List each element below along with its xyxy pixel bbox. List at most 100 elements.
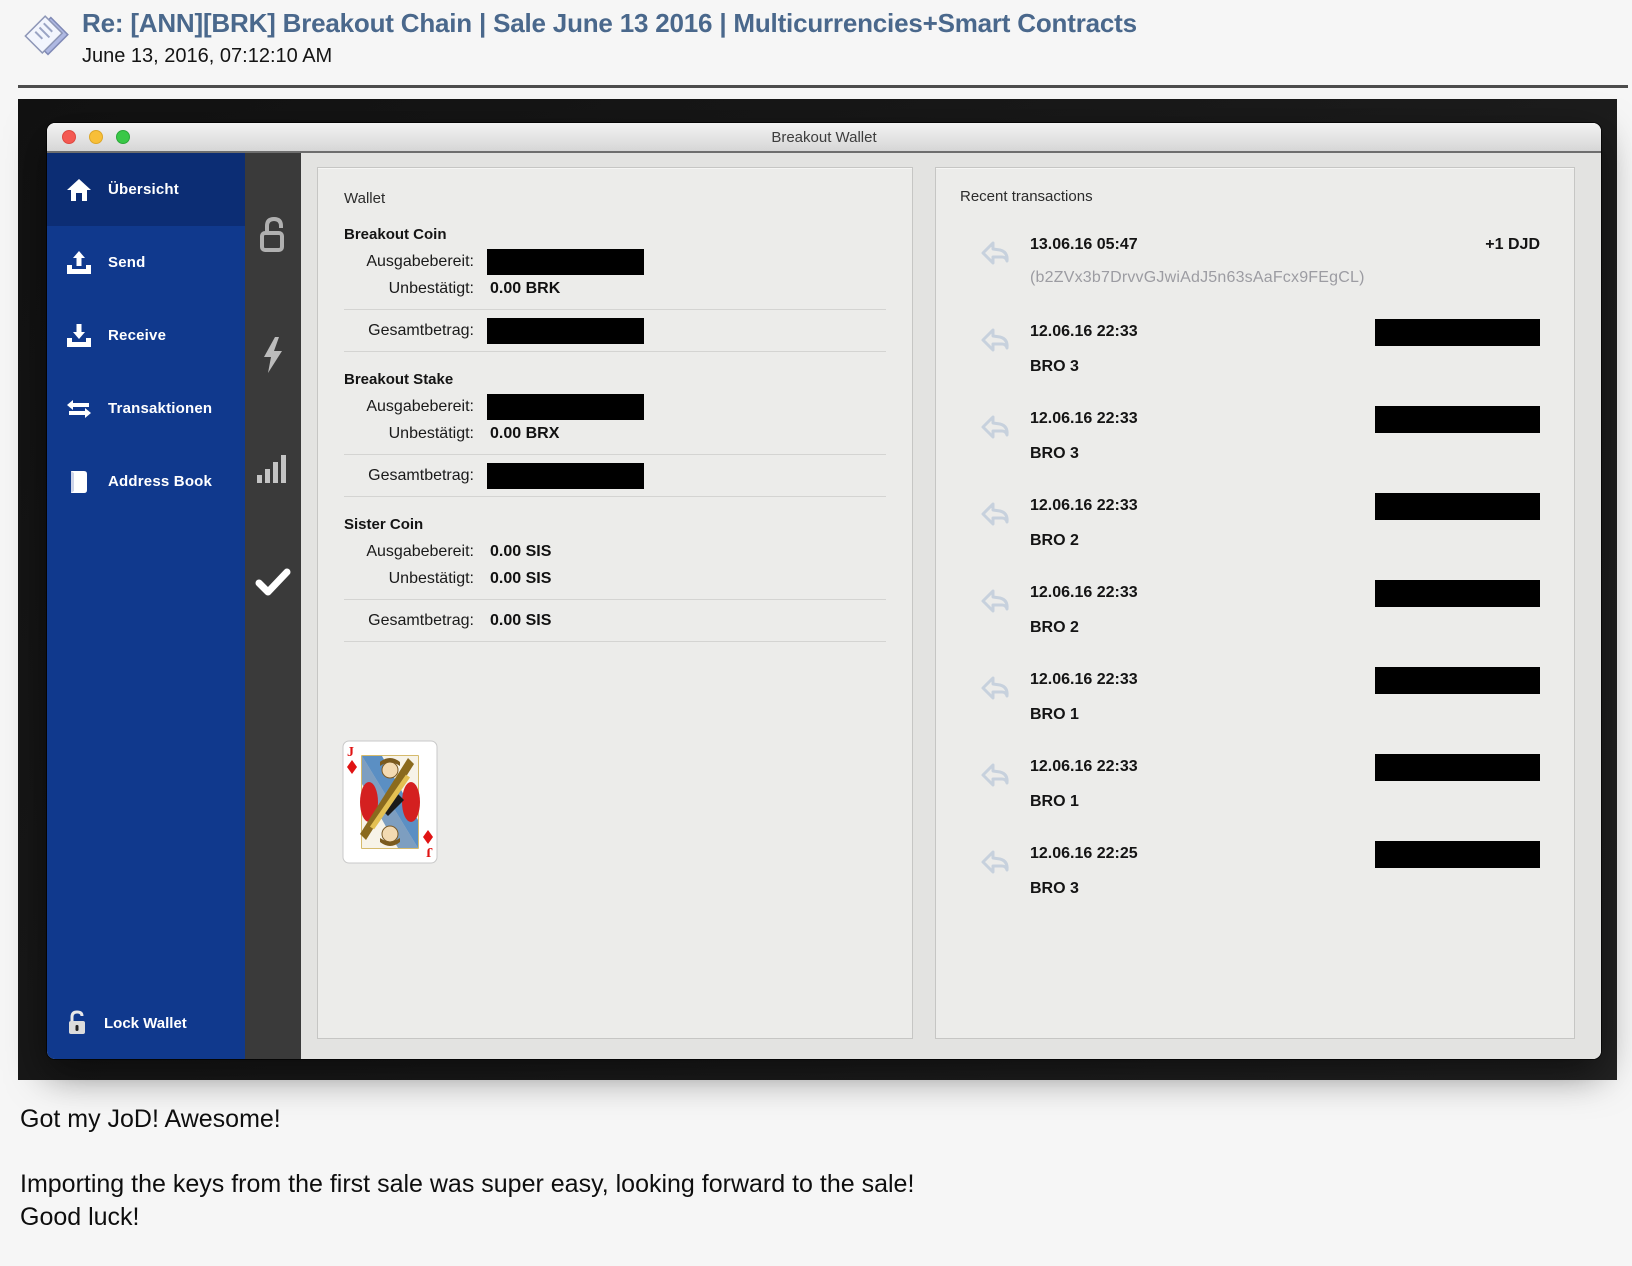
separator	[344, 351, 886, 352]
post-paper-icon	[24, 15, 69, 56]
sidebar-item-uebersicht[interactable]: Übersicht	[47, 153, 245, 226]
synced-check-icon	[255, 567, 291, 602]
balance-value: 0.00 BRX	[490, 424, 560, 442]
tx-label: BRO 3	[1030, 445, 1079, 462]
transactions-list: 13.06.16 05:47 +1 DJD (b2ZVx3b7DrvvGJwiA…	[960, 232, 1550, 928]
post-body-line: Good luck!	[20, 1203, 140, 1231]
overview-page: Wallet Breakout Coin Ausgabebereit: Unbe…	[301, 153, 1601, 1059]
post-body-line: Importing the keys from the first sale w…	[20, 1170, 915, 1198]
transaction-row[interactable]: 12.06.16 22:25 BRO 3	[960, 841, 1550, 928]
receive-arrow-icon	[960, 493, 1030, 580]
balance-label: Ausgabebereit:	[366, 542, 474, 560]
connections-bars-icon	[255, 451, 291, 490]
wallet-balances-panel: Wallet Breakout Coin Ausgabebereit: Unbe…	[317, 167, 913, 1039]
tx-date: 12.06.16 22:33	[1030, 671, 1138, 688]
tx-label: BRO 3	[1030, 880, 1079, 897]
post-date: June 13, 2016, 07:12:10 AM	[82, 45, 333, 67]
lock-icon	[64, 1009, 90, 1037]
section-breakout-stake: Breakout Stake Ausgabebereit: Unbestätig…	[344, 371, 886, 497]
transaction-row[interactable]: 12.06.16 22:33 BRO 1	[960, 667, 1550, 754]
lock-wallet-button[interactable]: Lock Wallet	[64, 1009, 187, 1037]
tx-date: 12.06.16 22:25	[1030, 845, 1138, 862]
post-header: Re: [ANN][BRK] Breakout Chain | Sale Jun…	[24, 8, 1137, 68]
minimize-button[interactable]	[89, 130, 103, 144]
receive-arrow-icon	[960, 841, 1030, 928]
receive-arrow-icon	[960, 667, 1030, 754]
tx-date: 12.06.16 22:33	[1030, 410, 1138, 427]
unlock-icon	[256, 215, 290, 260]
redacted-amount	[1375, 493, 1540, 520]
sidebar-item-transaktionen[interactable]: Transaktionen	[47, 372, 245, 445]
post-body-line: Got my JoD! Awesome!	[20, 1105, 281, 1133]
home-icon	[64, 175, 94, 205]
address-book-icon	[64, 467, 94, 497]
send-icon	[64, 248, 94, 278]
sidebar-item-address-book[interactable]: Address Book	[47, 445, 245, 518]
separator	[344, 599, 886, 600]
divider	[18, 85, 1628, 88]
tx-date: 12.06.16 22:33	[1030, 584, 1138, 601]
tx-date: 12.06.16 22:33	[1030, 323, 1138, 340]
tx-date: 13.06.16 05:47	[1030, 236, 1138, 253]
separator	[344, 309, 886, 310]
zoom-button[interactable]	[116, 130, 130, 144]
traffic-lights	[62, 123, 130, 151]
balance-label: Gesamtbetrag:	[368, 466, 474, 484]
redacted-balance	[487, 462, 644, 489]
balance-label: Unbestätigt:	[388, 424, 474, 442]
section-sister-coin: Sister Coin Ausgabebereit: 0.00 SIS Unbe…	[344, 516, 886, 642]
redacted-amount	[1375, 754, 1540, 781]
transaction-row[interactable]: 12.06.16 22:33 BRO 2	[960, 493, 1550, 580]
section-breakout-coin: Breakout Coin Ausgabebereit: Unbestätigt…	[344, 226, 886, 352]
separator	[344, 496, 886, 497]
tx-label: BRO 2	[1030, 619, 1079, 636]
sidebar-item-receive[interactable]: Receive	[47, 299, 245, 372]
receive-arrow-icon	[960, 406, 1030, 493]
close-button[interactable]	[62, 130, 76, 144]
balance-value: 0.00 SIS	[490, 611, 552, 629]
transaction-row[interactable]: 12.06.16 22:33 BRO 1	[960, 754, 1550, 841]
status-strip	[245, 153, 301, 1059]
transaction-row[interactable]: 12.06.16 22:33 BRO 3	[960, 319, 1550, 406]
sidebar: Übersicht Send Receive	[47, 153, 245, 1059]
separator	[344, 641, 886, 642]
transaction-row[interactable]: 12.06.16 22:33 BRO 2	[960, 580, 1550, 667]
window-title: Breakout Wallet	[771, 128, 877, 146]
redacted-amount	[1375, 580, 1540, 607]
sidebar-item-send[interactable]: Send	[47, 226, 245, 299]
redacted-amount	[1375, 319, 1540, 346]
balance-value: 0.00 BRK	[490, 279, 561, 297]
tx-label: BRO 1	[1030, 706, 1079, 723]
tx-label: BRO 1	[1030, 793, 1079, 810]
balance-label: Ausgabebereit:	[366, 252, 474, 270]
receive-arrow-icon	[960, 232, 1030, 319]
breakout-wallet-window: Breakout Wallet Übersicht Send	[47, 123, 1601, 1059]
jack-of-diamonds-card: J J	[342, 740, 438, 864]
window-titlebar[interactable]: Breakout Wallet	[47, 123, 1601, 153]
redacted-balance	[487, 393, 644, 420]
wallet-screenshot: Breakout Wallet Übersicht Send	[18, 99, 1617, 1080]
redacted-balance	[487, 248, 644, 275]
post-body: Got my JoD! Awesome! Importing the keys …	[20, 1103, 914, 1234]
receive-arrow-icon	[960, 754, 1030, 841]
tx-date: 12.06.16 22:33	[1030, 758, 1138, 775]
tx-label: BRO 3	[1030, 358, 1079, 375]
transaction-row[interactable]: 12.06.16 22:33 BRO 3	[960, 406, 1550, 493]
separator	[344, 454, 886, 455]
post-title[interactable]: Re: [ANN][BRK] Breakout Chain | Sale Jun…	[82, 8, 1137, 38]
transaction-row[interactable]: 13.06.16 05:47 +1 DJD (b2ZVx3b7DrvvGJwiA…	[960, 232, 1550, 319]
transactions-icon	[64, 394, 94, 424]
svg-text:J: J	[426, 844, 433, 859]
balance-label: Unbestätigt:	[388, 569, 474, 587]
balance-label: Unbestätigt:	[388, 279, 474, 297]
staking-bolt-icon	[258, 335, 288, 380]
tx-date: 12.06.16 22:33	[1030, 497, 1138, 514]
receive-arrow-icon	[960, 319, 1030, 406]
recent-transactions-panel: Recent transactions 13.06.16 05:47 +1 DJ…	[935, 167, 1575, 1039]
balance-label: Gesamtbetrag:	[368, 321, 474, 339]
redacted-balance	[487, 317, 644, 344]
transactions-header: Recent transactions	[960, 188, 1093, 205]
svg-text:J: J	[347, 745, 354, 760]
receive-arrow-icon	[960, 580, 1030, 667]
balance-label: Ausgabebereit:	[366, 397, 474, 415]
